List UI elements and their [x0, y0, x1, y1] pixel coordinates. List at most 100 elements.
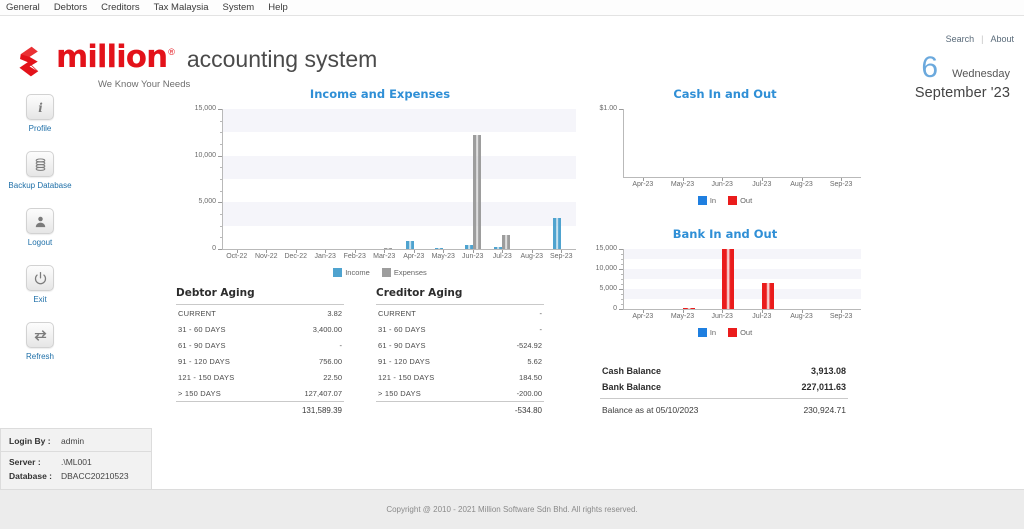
debtor-aging-row-label: CURRENT: [178, 308, 217, 318]
creditor-aging-row-label: 61 - 90 DAYS: [378, 340, 426, 350]
chart-x-tick-label: Jan-23: [314, 253, 336, 260]
chart-x-tick: [801, 178, 803, 181]
sidebar-item-refresh[interactable]: Refresh: [0, 322, 80, 361]
creditor-aging-bottom-rule: [376, 401, 544, 402]
refresh-icon: [26, 322, 54, 348]
chart-x-tick: [266, 250, 268, 253]
copyright-text: Copyright @ 2010 - 2021 Million Software…: [386, 505, 638, 514]
sidebar-item-exit[interactable]: Exit: [0, 265, 80, 304]
legend-swatch: [728, 196, 738, 205]
svg-text:i: i: [38, 100, 43, 114]
brand-system-name: accounting system: [186, 46, 378, 72]
legend-item[interactable]: Out: [728, 328, 752, 337]
chart-x-axis: [222, 249, 576, 250]
chart-x-tick-label: May-23: [670, 313, 695, 320]
search-link[interactable]: Search: [945, 34, 975, 44]
legend-label: In: [709, 328, 717, 337]
cash-balance-row: Cash Balance 3,913.08: [600, 363, 848, 379]
creditor-aging-row-value: -200.00: [516, 388, 542, 398]
chart-y-minor-tick: [621, 304, 623, 305]
chart-bar: [472, 135, 481, 249]
legend-item[interactable]: Income: [333, 268, 370, 277]
sidebar-item-logout[interactable]: Logout: [0, 208, 80, 247]
chart-bar: [405, 240, 414, 249]
chart-x-tick: [325, 250, 327, 253]
bank-in-out-legend: In Out: [585, 328, 865, 337]
debtor-aging-panel: Debtor Aging CURRENT 3.82 31 - 60 DAYS 3,40…: [176, 287, 344, 415]
chart-y-tick-label: 15,000: [194, 105, 216, 112]
chart-y-axis: [623, 249, 624, 309]
chart-y-minor-tick: [220, 120, 222, 122]
debtor-aging-row-label: 121 - 150 DAYS: [178, 372, 235, 382]
bank-balance-value: 227,011.63: [801, 382, 846, 392]
chart-x-axis: [623, 309, 861, 310]
legend-item[interactable]: Out: [728, 196, 752, 205]
debtor-aging-top-rule: [176, 304, 344, 305]
chart-x-tick: [531, 250, 533, 253]
debtor-aging-row-label: 91 - 120 DAYS: [178, 356, 231, 366]
date-day-number: 6: [921, 51, 939, 84]
debtor-aging-row-label: 61 - 90 DAYS: [178, 340, 226, 350]
chart-bar: [553, 217, 562, 249]
debtor-aging-row-value: 3,400.00: [312, 324, 342, 334]
creditor-aging-row: CURRENT -: [376, 305, 544, 321]
about-link[interactable]: About: [990, 34, 1014, 44]
main-menu-bar: General Debtors Creditors Tax Malaysia Syste…: [0, 0, 1024, 16]
legend-item[interactable]: Expenses: [381, 268, 427, 277]
income-expenses-legend: Income Expenses: [180, 268, 580, 277]
menu-item-system[interactable]: System: [222, 2, 255, 13]
sidebar-item-label: Logout: [27, 238, 53, 247]
chart-y-tick-label: 5,000: [198, 198, 216, 206]
chart-x-tick: [682, 178, 684, 181]
legend-item[interactable]: In: [697, 328, 717, 337]
chart-y-tick-label: 15,000: [595, 245, 617, 252]
chart-y-axis: [222, 109, 223, 249]
chart-y-minor-tick: [220, 179, 222, 180]
menu-item-help[interactable]: Help: [268, 2, 288, 13]
balance-divider: [600, 398, 848, 399]
login-by-value: admin: [61, 436, 85, 446]
chart-x-tick-label: May-23: [670, 181, 695, 188]
debtor-aging-row-label: 31 - 60 DAYS: [178, 324, 226, 334]
menu-item-creditors[interactable]: Creditors: [101, 2, 140, 13]
chart-bar: [682, 308, 695, 309]
debtor-aging-row: CURRENT 3.82: [176, 305, 344, 321]
debtor-aging-row-value: 127,407.07: [304, 388, 342, 398]
chart-bar: [722, 249, 735, 309]
debtor-aging-title: Debtor Aging: [176, 287, 255, 299]
chart-y-minor-tick: [220, 225, 222, 227]
chart-x-tick: [682, 310, 684, 313]
legend-label: In: [709, 196, 717, 205]
brand-logo[interactable]: million ® accounting system We Know Your…: [18, 42, 377, 90]
total-balance-value: 230,924.71: [803, 405, 846, 415]
debtor-aging-row-value: 756.00: [319, 356, 342, 366]
date-weekday: Wednesday: [952, 67, 1010, 80]
chart-x-tick: [561, 250, 563, 253]
legend-label: Out: [740, 196, 753, 205]
database-label: Database :: [9, 471, 52, 481]
creditor-aging-row: 91 - 120 DAYS 5.62: [376, 353, 544, 369]
menu-item-general[interactable]: General: [6, 2, 40, 13]
cash-balance-label: Cash Balance: [602, 366, 662, 376]
debtor-aging-row: 91 - 120 DAYS 756.00: [176, 353, 344, 369]
creditor-aging-row-label: CURRENT: [378, 308, 417, 318]
chart-y-minor-tick: [220, 167, 222, 169]
creditor-aging-row-value: 184.50: [519, 372, 542, 382]
creditor-aging-row: 31 - 60 DAYS -: [376, 321, 544, 337]
chart-x-tick: [236, 250, 238, 253]
sidebar-item-profile[interactable]: i Profile: [0, 94, 80, 133]
chart-grid-band: [222, 155, 576, 179]
bank-in-out-chart: Bank In and Out 0 5,000 10,000 15,000 Apr-23…: [585, 227, 865, 337]
header-links: Search | About: [946, 34, 1014, 44]
menu-item-debtors[interactable]: Debtors: [53, 2, 88, 13]
sidebar-item-backup-database[interactable]: Backup Database: [0, 151, 80, 190]
chart-y-minor-tick: [621, 274, 623, 275]
debtor-aging-row: 31 - 60 DAYS 3,400.00: [176, 321, 344, 337]
left-sidebar: i Profile Backup Database Logout Exit Refresh: [0, 94, 80, 379]
legend-item[interactable]: In: [697, 196, 717, 205]
cash-balance-value: 3,913.08: [810, 366, 846, 376]
menu-item-tax-malaysia[interactable]: Tax Malaysia: [153, 2, 209, 13]
database-row: Database : DBACC20210523: [1, 469, 151, 483]
chart-bar: [502, 235, 511, 249]
chart-x-tick: [443, 250, 445, 253]
